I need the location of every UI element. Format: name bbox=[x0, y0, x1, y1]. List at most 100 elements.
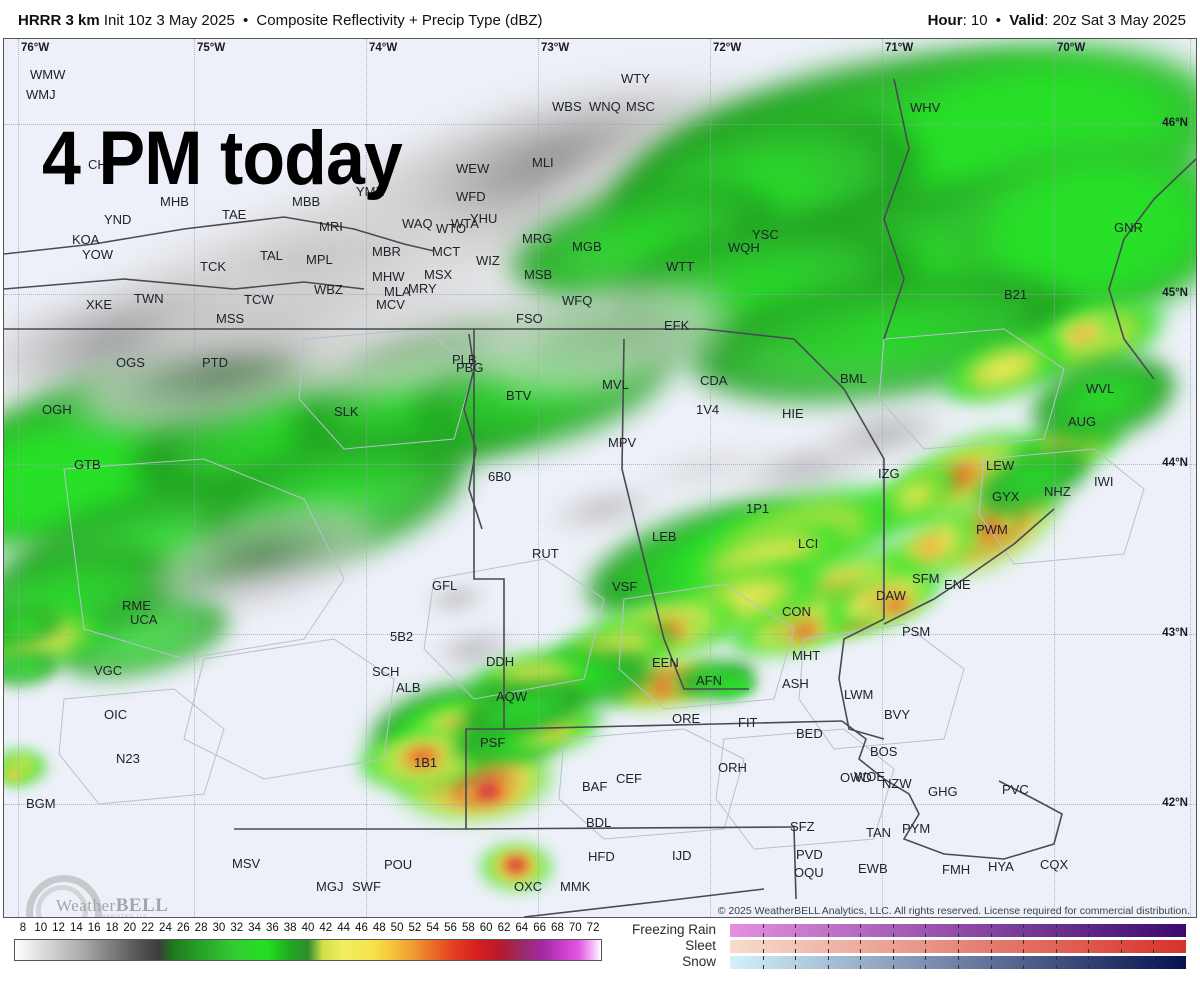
product-name: Composite Reflectivity + Precip Type (dB… bbox=[256, 12, 543, 29]
hour-value: 10 bbox=[970, 12, 988, 29]
dbz-tick-label: 10 bbox=[34, 922, 48, 934]
precip-tick bbox=[958, 949, 959, 953]
precip-tick bbox=[1023, 933, 1025, 937]
station-id-label: TWN bbox=[134, 291, 164, 306]
station-id-label: VGC bbox=[94, 663, 123, 678]
precip-tick bbox=[892, 924, 894, 928]
longitude-label: 73°W bbox=[541, 42, 570, 54]
dbz-tick-label: 16 bbox=[87, 922, 101, 934]
station-id-label: TCW bbox=[244, 292, 274, 307]
station-id-label: XKE bbox=[86, 297, 113, 312]
station-id-label: HIE bbox=[782, 406, 804, 421]
longitude-gridline bbox=[194, 39, 195, 917]
precip-tick bbox=[925, 924, 927, 928]
station-id-label: PVD bbox=[796, 847, 823, 862]
station-id-label: 1V4 bbox=[696, 402, 720, 417]
station-id-label: MPL bbox=[306, 252, 333, 267]
precip-tick bbox=[860, 924, 862, 928]
precip-tick bbox=[990, 924, 992, 928]
annotation-text: 4 PM today bbox=[42, 116, 403, 201]
precip-type-ticks bbox=[730, 940, 1186, 953]
map-canvas[interactable]: WMW WMJ CHF MHB YND TAE MBB MRI KOA YOW TCK TAL MPL M… bbox=[4, 39, 1196, 917]
station-id-label: WMJ bbox=[26, 87, 56, 102]
precip-tick bbox=[990, 933, 992, 937]
station-id-label: IZG bbox=[878, 466, 900, 481]
station-id-label: YMX bbox=[356, 184, 385, 199]
station-id-label: BAF bbox=[582, 779, 608, 794]
station-id-label: LEB bbox=[652, 529, 677, 544]
precip-tick bbox=[1153, 949, 1155, 953]
precip-tick bbox=[1153, 956, 1155, 960]
station-id-label: RME bbox=[122, 598, 151, 613]
station-id-label: WTT bbox=[666, 259, 695, 274]
dbz-tick-label: 56 bbox=[444, 922, 457, 934]
station-id-label: ORH bbox=[718, 760, 747, 775]
dbz-tick-label: 52 bbox=[408, 922, 422, 934]
station-id-label: WIZ bbox=[476, 253, 500, 268]
precip-tick bbox=[1055, 933, 1057, 937]
precip-tick bbox=[795, 956, 797, 960]
latitude-gridline bbox=[4, 804, 1196, 805]
longitude-gridline bbox=[1190, 39, 1191, 917]
station-id-label: HFD bbox=[588, 849, 615, 864]
dbz-tick-label: 28 bbox=[194, 922, 208, 934]
station-id-label: OXC bbox=[514, 879, 543, 894]
station-id-label: SWF bbox=[352, 879, 381, 894]
station-id-label: GYX bbox=[992, 489, 1020, 504]
station-id-label: OIC bbox=[104, 707, 128, 722]
precip-tick bbox=[795, 965, 797, 969]
station-id-label: SLK bbox=[334, 404, 359, 419]
precip-tick bbox=[860, 949, 862, 953]
dbz-tick-label: 14 bbox=[69, 922, 83, 934]
map-header: HRRR 3 km Init 10z 3 May 2025 • Composit… bbox=[0, 0, 1200, 38]
watermark-text-bold: BELL bbox=[115, 895, 169, 916]
precip-tick bbox=[892, 949, 894, 953]
station-id-label: MSB bbox=[524, 267, 553, 282]
latitude-label: 42°N bbox=[1162, 797, 1188, 809]
station-id-label: MCV bbox=[376, 297, 405, 312]
station-id-label: BGM bbox=[26, 796, 56, 811]
station-id-label: SFZ bbox=[790, 819, 815, 834]
station-id-label: OGS bbox=[116, 355, 145, 370]
station-id-label: PLB bbox=[452, 352, 477, 367]
station-id-label: FIT bbox=[738, 715, 758, 730]
station-id-label: 1P1 bbox=[746, 501, 770, 516]
precip-tick bbox=[1023, 949, 1025, 953]
precip-tick bbox=[892, 965, 894, 969]
station-id-label: SFM bbox=[912, 571, 940, 586]
station-id-label: CHF bbox=[88, 157, 115, 172]
station-id-label: CDA bbox=[700, 373, 728, 388]
station-id-label: KOA bbox=[72, 232, 100, 247]
precip-type-ticks bbox=[730, 956, 1186, 969]
station-id-label: MGJ bbox=[316, 879, 344, 894]
station-id-label: MRG bbox=[522, 231, 553, 246]
precip-type-colorbar bbox=[730, 956, 1186, 969]
station-id-label: WNQ bbox=[589, 99, 621, 114]
station-id-label: HYA bbox=[988, 859, 1014, 874]
precip-tick bbox=[827, 924, 829, 928]
station-id-label: WHV bbox=[910, 100, 941, 115]
precip-tick bbox=[1088, 940, 1090, 944]
radar-map[interactable]: WMW WMJ CHF MHB YND TAE MBB MRI KOA YOW TCK TAL MPL M… bbox=[3, 38, 1197, 918]
latitude-gridline bbox=[4, 294, 1196, 295]
precip-tick bbox=[827, 940, 829, 944]
station-id-label: PYM bbox=[902, 821, 931, 836]
dbz-tick-label: 60 bbox=[479, 922, 493, 934]
precip-tick bbox=[990, 956, 992, 960]
dbz-tick-label: 36 bbox=[265, 922, 279, 934]
dbz-tick-label: 58 bbox=[461, 922, 475, 934]
precip-tick bbox=[827, 949, 829, 953]
station-id-label: WTY bbox=[621, 71, 650, 86]
station-id-label: GTB bbox=[74, 457, 101, 472]
precip-tick bbox=[892, 940, 894, 944]
precip-tick bbox=[925, 965, 927, 969]
station-id-label: MLA bbox=[384, 284, 411, 299]
station-id-label: BVY bbox=[884, 707, 911, 722]
station-id-label: MVL bbox=[602, 377, 629, 392]
station-id-label: MBB bbox=[292, 194, 321, 209]
station-id-label: MBR bbox=[372, 244, 401, 259]
station-id-label: ENE bbox=[944, 577, 971, 592]
header-bullet-left: • bbox=[242, 12, 249, 29]
station-id-label: EEN bbox=[652, 655, 679, 670]
latitude-gridline bbox=[4, 634, 1196, 635]
